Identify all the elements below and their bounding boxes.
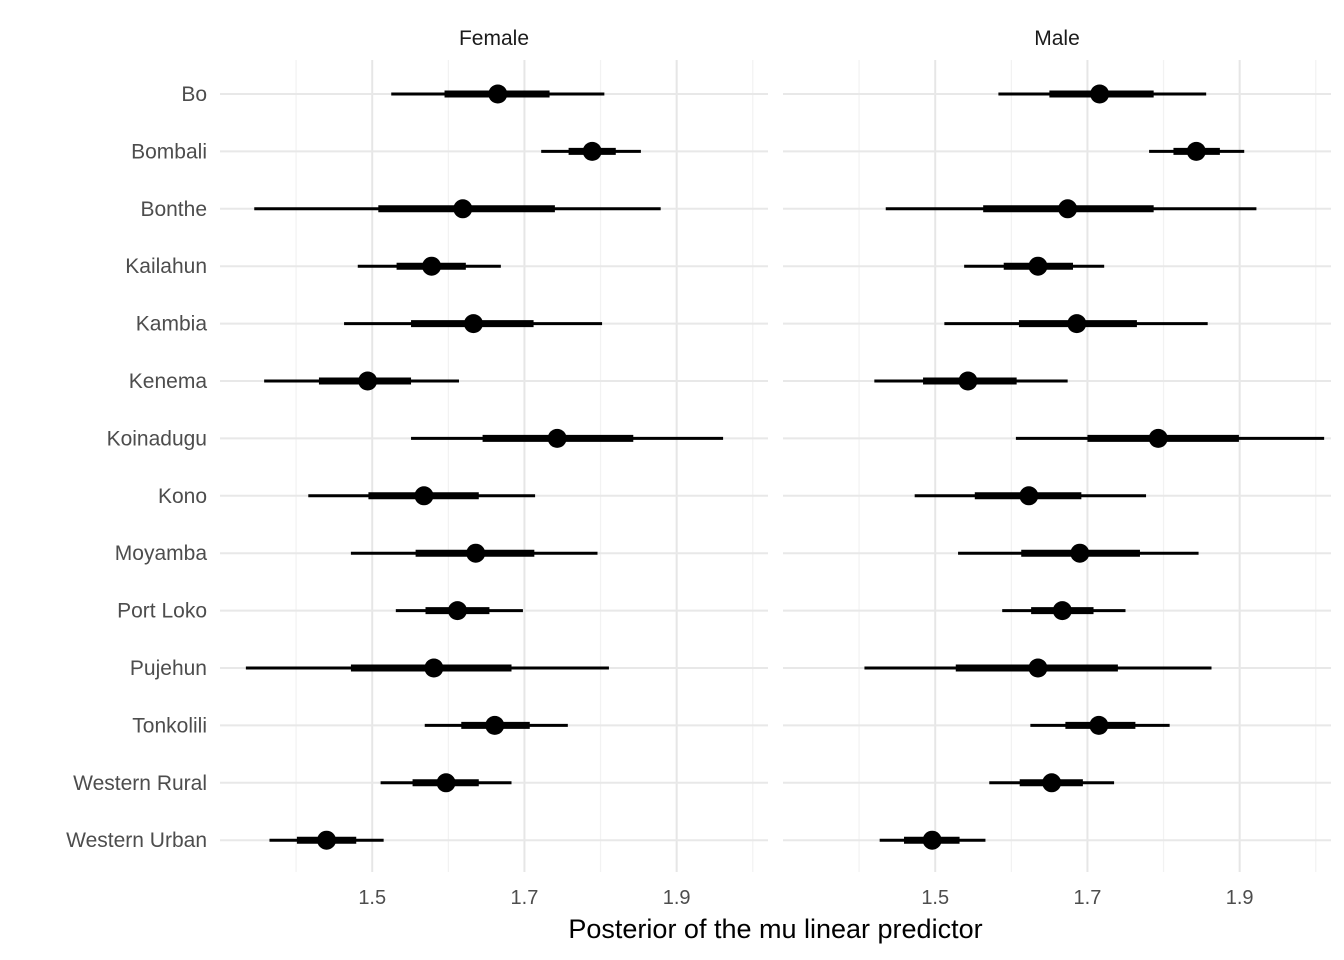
point-estimate — [1070, 543, 1090, 563]
point-estimate — [1019, 486, 1039, 506]
x-axis-title: Posterior of the mu linear predictor — [568, 914, 982, 944]
point-estimate — [447, 601, 467, 621]
point-estimate — [1148, 428, 1168, 448]
x-tick-label: 1.5 — [358, 887, 386, 909]
point-estimate — [436, 773, 456, 793]
point-estimate — [1058, 199, 1078, 219]
facet-title: Male — [1034, 27, 1080, 50]
facet-title: Female — [459, 27, 529, 50]
point-estimate — [422, 256, 442, 276]
point-estimate — [358, 371, 378, 391]
x-tick-label: 1.7 — [1074, 887, 1102, 909]
point-estimate — [488, 84, 508, 104]
region-label: Kambia — [136, 313, 208, 336]
region-labels: Bo Bombali Bonthe Kailahun Kambia Kenema Koina… — [66, 83, 207, 852]
region-label: Koinadugu — [107, 427, 207, 450]
region-label: Kenema — [129, 370, 208, 393]
point-estimate — [1186, 141, 1206, 161]
point-estimate — [463, 314, 483, 334]
region-label: Kailahun — [125, 255, 207, 278]
point-estimate — [958, 371, 978, 391]
region-label: Moyamba — [115, 542, 208, 565]
point-estimate — [547, 428, 567, 448]
region-label: Tonkolili — [132, 714, 207, 737]
point-estimate — [453, 199, 473, 219]
point-estimate — [466, 543, 486, 563]
region-label: Kono — [158, 485, 207, 508]
x-tick-label: 1.5 — [921, 887, 949, 909]
x-tick-label: 1.9 — [663, 887, 691, 909]
point-estimate — [1089, 715, 1109, 735]
x-tick-label: 1.7 — [511, 887, 539, 909]
point-estimate — [485, 715, 505, 735]
point-estimate — [922, 830, 942, 850]
x-tick-labels: 1.5 1.7 1.9 1.5 1.7 1.9 — [358, 887, 1253, 909]
point-estimate — [1028, 658, 1048, 678]
point-estimate — [1067, 314, 1087, 334]
region-label: Bombali — [131, 140, 207, 163]
point-estimate — [414, 486, 434, 506]
grid-layer — [220, 60, 1331, 872]
x-tick-label: 1.9 — [1226, 887, 1254, 909]
point-estimate — [1028, 256, 1048, 276]
region-label: Western Rural — [73, 772, 207, 795]
interval-marks — [245, 84, 1325, 850]
point-estimate — [582, 141, 602, 161]
region-label: Pujehun — [130, 657, 207, 680]
region-label: Port Loko — [117, 600, 207, 623]
region-label: Bonthe — [140, 198, 207, 221]
point-estimate — [317, 830, 337, 850]
facet-titles: Female Male — [459, 27, 1080, 50]
region-label: Western Urban — [66, 829, 207, 852]
point-estimate — [1042, 773, 1062, 793]
point-estimate — [1090, 84, 1110, 104]
point-estimate — [424, 658, 444, 678]
point-estimate — [1052, 601, 1072, 621]
region-label: Bo — [181, 83, 207, 106]
